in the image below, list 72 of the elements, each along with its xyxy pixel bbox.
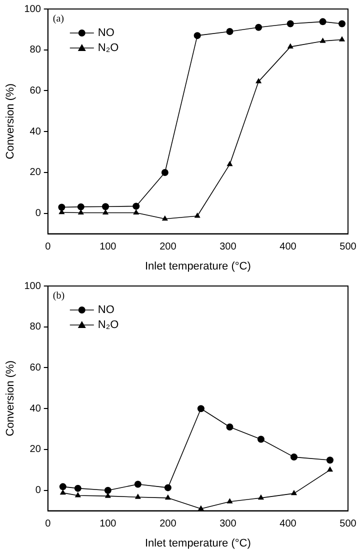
x-tick-label: 0 [45,518,52,530]
point [164,484,172,492]
point [74,492,81,498]
point [290,490,298,496]
point [162,215,168,221]
point [256,78,262,84]
legend-label: N₂O [98,42,120,54]
point [133,209,140,214]
y-tick-label: 40 [30,126,42,138]
x-tick-label: 300 [220,242,237,253]
x-axis-title: Inlet temperature (°C) [144,260,251,272]
point [286,20,294,28]
legend-label: N₂O [98,319,120,332]
x-tick-label: 300 [220,518,237,530]
point [255,24,262,31]
x-tick-label: 400 [280,518,297,530]
y-tick-label: 80 [30,322,42,333]
y-tick-label: 60 [30,85,42,96]
point [226,160,233,166]
point [102,209,109,214]
point [326,456,334,464]
y-tick-label: 100 [24,4,42,15]
x-axis-title: Inlet temperature (°C) [144,537,251,550]
point [161,168,168,176]
x-tick-label: 0 [45,242,52,253]
x-tick-label: 500 [340,518,357,530]
y-axis-title: Conversion (%) [4,360,17,436]
x-tick-label: 200 [160,518,177,530]
point [77,203,84,210]
y-tick-label: 0 [35,208,42,220]
point [102,203,110,210]
y-tick-label: 80 [30,44,42,56]
point [104,486,112,494]
point [164,494,171,500]
x-tick-label: 200 [160,242,177,253]
y-tick-label: 0 [35,485,42,496]
point [287,43,294,49]
point [58,204,66,211]
x-tick-label: 500 [340,242,357,253]
point [134,494,141,499]
point [197,405,204,412]
y-tick-label: 60 [30,362,42,374]
point [319,18,326,26]
x-tick-label: 100 [100,518,117,530]
point [59,483,66,490]
y-axis-title: Conversion (%) [4,83,17,160]
annotation: (a) [52,14,64,25]
legend-label: NO [98,304,115,316]
point [226,498,233,504]
y-tick-label: 40 [30,403,42,414]
point [258,494,264,500]
annotation: (b) [52,290,65,302]
point [326,466,334,472]
point [194,32,201,40]
point [132,202,140,210]
legend-label: NO [98,27,115,40]
point [194,212,200,218]
x-tick-label: 100 [100,242,117,253]
y-tick-label: 20 [30,167,42,178]
point [226,28,234,35]
point [257,436,264,443]
point [74,484,82,492]
x-tick-label: 400 [280,242,297,253]
point [338,36,346,42]
y-tick-label: 100 [24,280,42,292]
point [320,38,326,43]
point [290,454,298,461]
point [134,480,142,488]
point [198,505,204,511]
point [226,424,234,431]
point [338,20,346,28]
y-tick-label: 20 [30,444,42,456]
